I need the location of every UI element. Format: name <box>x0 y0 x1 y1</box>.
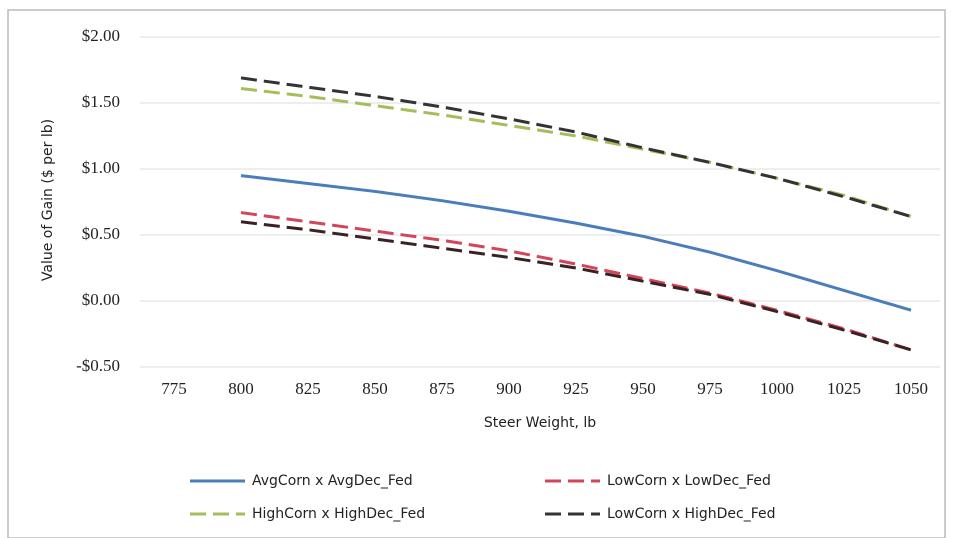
y-tick-label: $2.00 <box>82 26 120 45</box>
series-line <box>240 220 912 352</box>
y-tick-label: $0.00 <box>82 290 120 309</box>
legend-label: AvgCorn x AvgDec_Fed <box>252 473 413 489</box>
x-tick-label: 900 <box>496 379 522 398</box>
series-line <box>240 86 912 218</box>
legend-label: LowCorn x LowDec_Fed <box>607 473 771 489</box>
x-tick-label: 875 <box>429 379 455 398</box>
x-tick-label: 775 <box>161 379 187 398</box>
legend-label: LowCorn x HighDec_Fed <box>607 506 776 522</box>
x-tick-label: 1025 <box>827 379 861 398</box>
x-tick-label: 1050 <box>894 379 928 398</box>
x-axis-title: Steer Weight, lb <box>484 415 596 431</box>
series-line <box>240 174 912 312</box>
x-tick-label: 925 <box>563 379 589 398</box>
y-tick-label: -$0.50 <box>76 356 120 375</box>
y-tick-label: $0.50 <box>82 224 120 243</box>
y-axis-title: Value of Gain ($ per lb) <box>40 119 56 281</box>
x-tick-label: 825 <box>295 379 321 398</box>
x-tick-label: 800 <box>228 379 254 398</box>
x-tick-label: 975 <box>697 379 723 398</box>
legend-label: HighCorn x HighDec_Fed <box>252 506 425 522</box>
x-tick-label: 1000 <box>760 379 794 398</box>
x-tick-label: 850 <box>362 379 388 398</box>
y-tick-label: $1.00 <box>82 158 120 177</box>
x-tick-label: 950 <box>630 379 656 398</box>
frame <box>7 9 946 538</box>
y-tick-label: $1.50 <box>82 92 120 111</box>
series-line <box>240 76 912 218</box>
